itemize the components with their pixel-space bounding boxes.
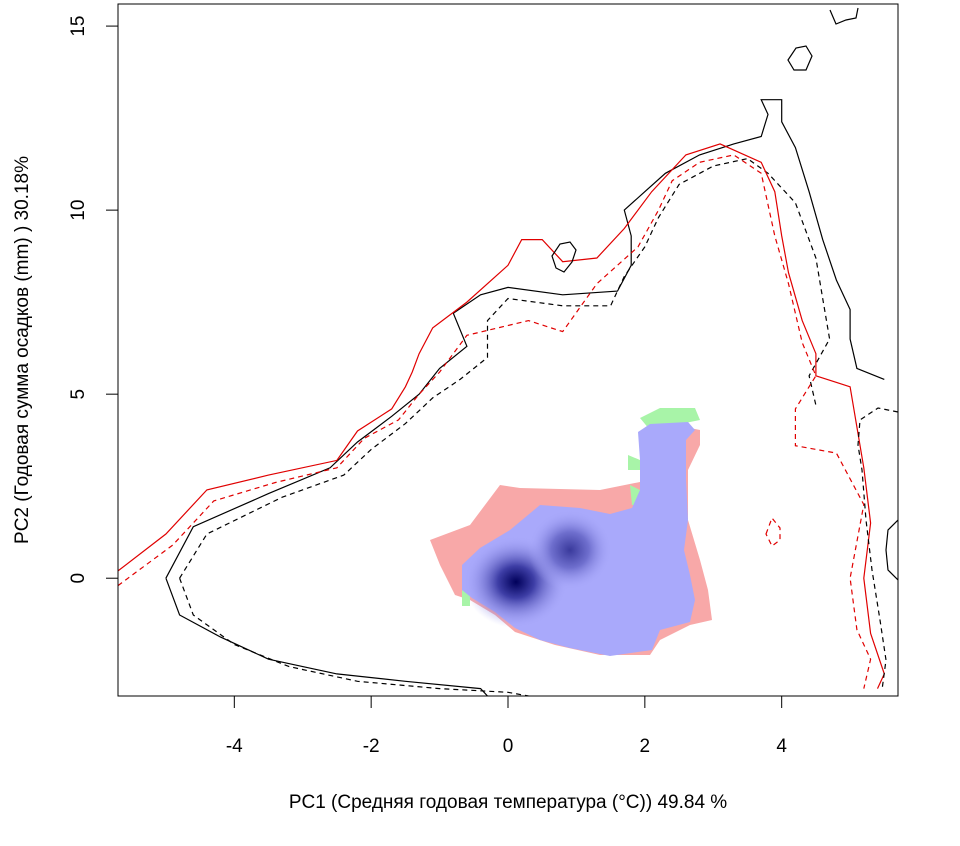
x-tick-label: -4	[226, 736, 243, 757]
contour-black-solid-island	[551, 241, 577, 273]
contour-black-dashed-edge	[857, 407, 898, 691]
contour-line-black-solid	[165, 99, 885, 579]
y-axis: 0 5 10 15	[68, 16, 119, 584]
contour-line-black-solid	[165, 577, 488, 696]
y-axis-title: PC2 (Годовая сумма осадков (mm) ) 30.18%	[12, 156, 33, 544]
x-tick-label: 2	[640, 736, 651, 757]
contour-line-red-dashed	[118, 154, 872, 689]
x-axis: -4 -2 0 2 4	[226, 695, 787, 757]
contour-line-red-solid	[118, 143, 885, 689]
y-tick-label: 15	[68, 16, 89, 37]
y-tick-label: 10	[68, 200, 89, 221]
plot-area	[118, 7, 898, 696]
y-tick-label: 5	[68, 389, 89, 400]
y-tick-label: 0	[68, 573, 89, 584]
x-axis-title: PC1 (Средняя годовая температура (°C)) 4…	[289, 792, 727, 813]
contour-red-dashed-island	[765, 516, 781, 547]
contour-layer	[118, 99, 885, 696]
contour-black-solid-island	[787, 45, 813, 71]
contour-line-black-dashed	[179, 157, 831, 579]
contour-line-black-dashed	[179, 577, 529, 696]
density-peak-secondary	[528, 510, 612, 590]
x-tick-label: 4	[776, 736, 787, 757]
x-tick-label: 0	[503, 736, 514, 757]
x-tick-label: -2	[363, 736, 380, 757]
contour-black-solid-island	[829, 7, 859, 25]
contour-black-solid-edge	[885, 519, 898, 581]
